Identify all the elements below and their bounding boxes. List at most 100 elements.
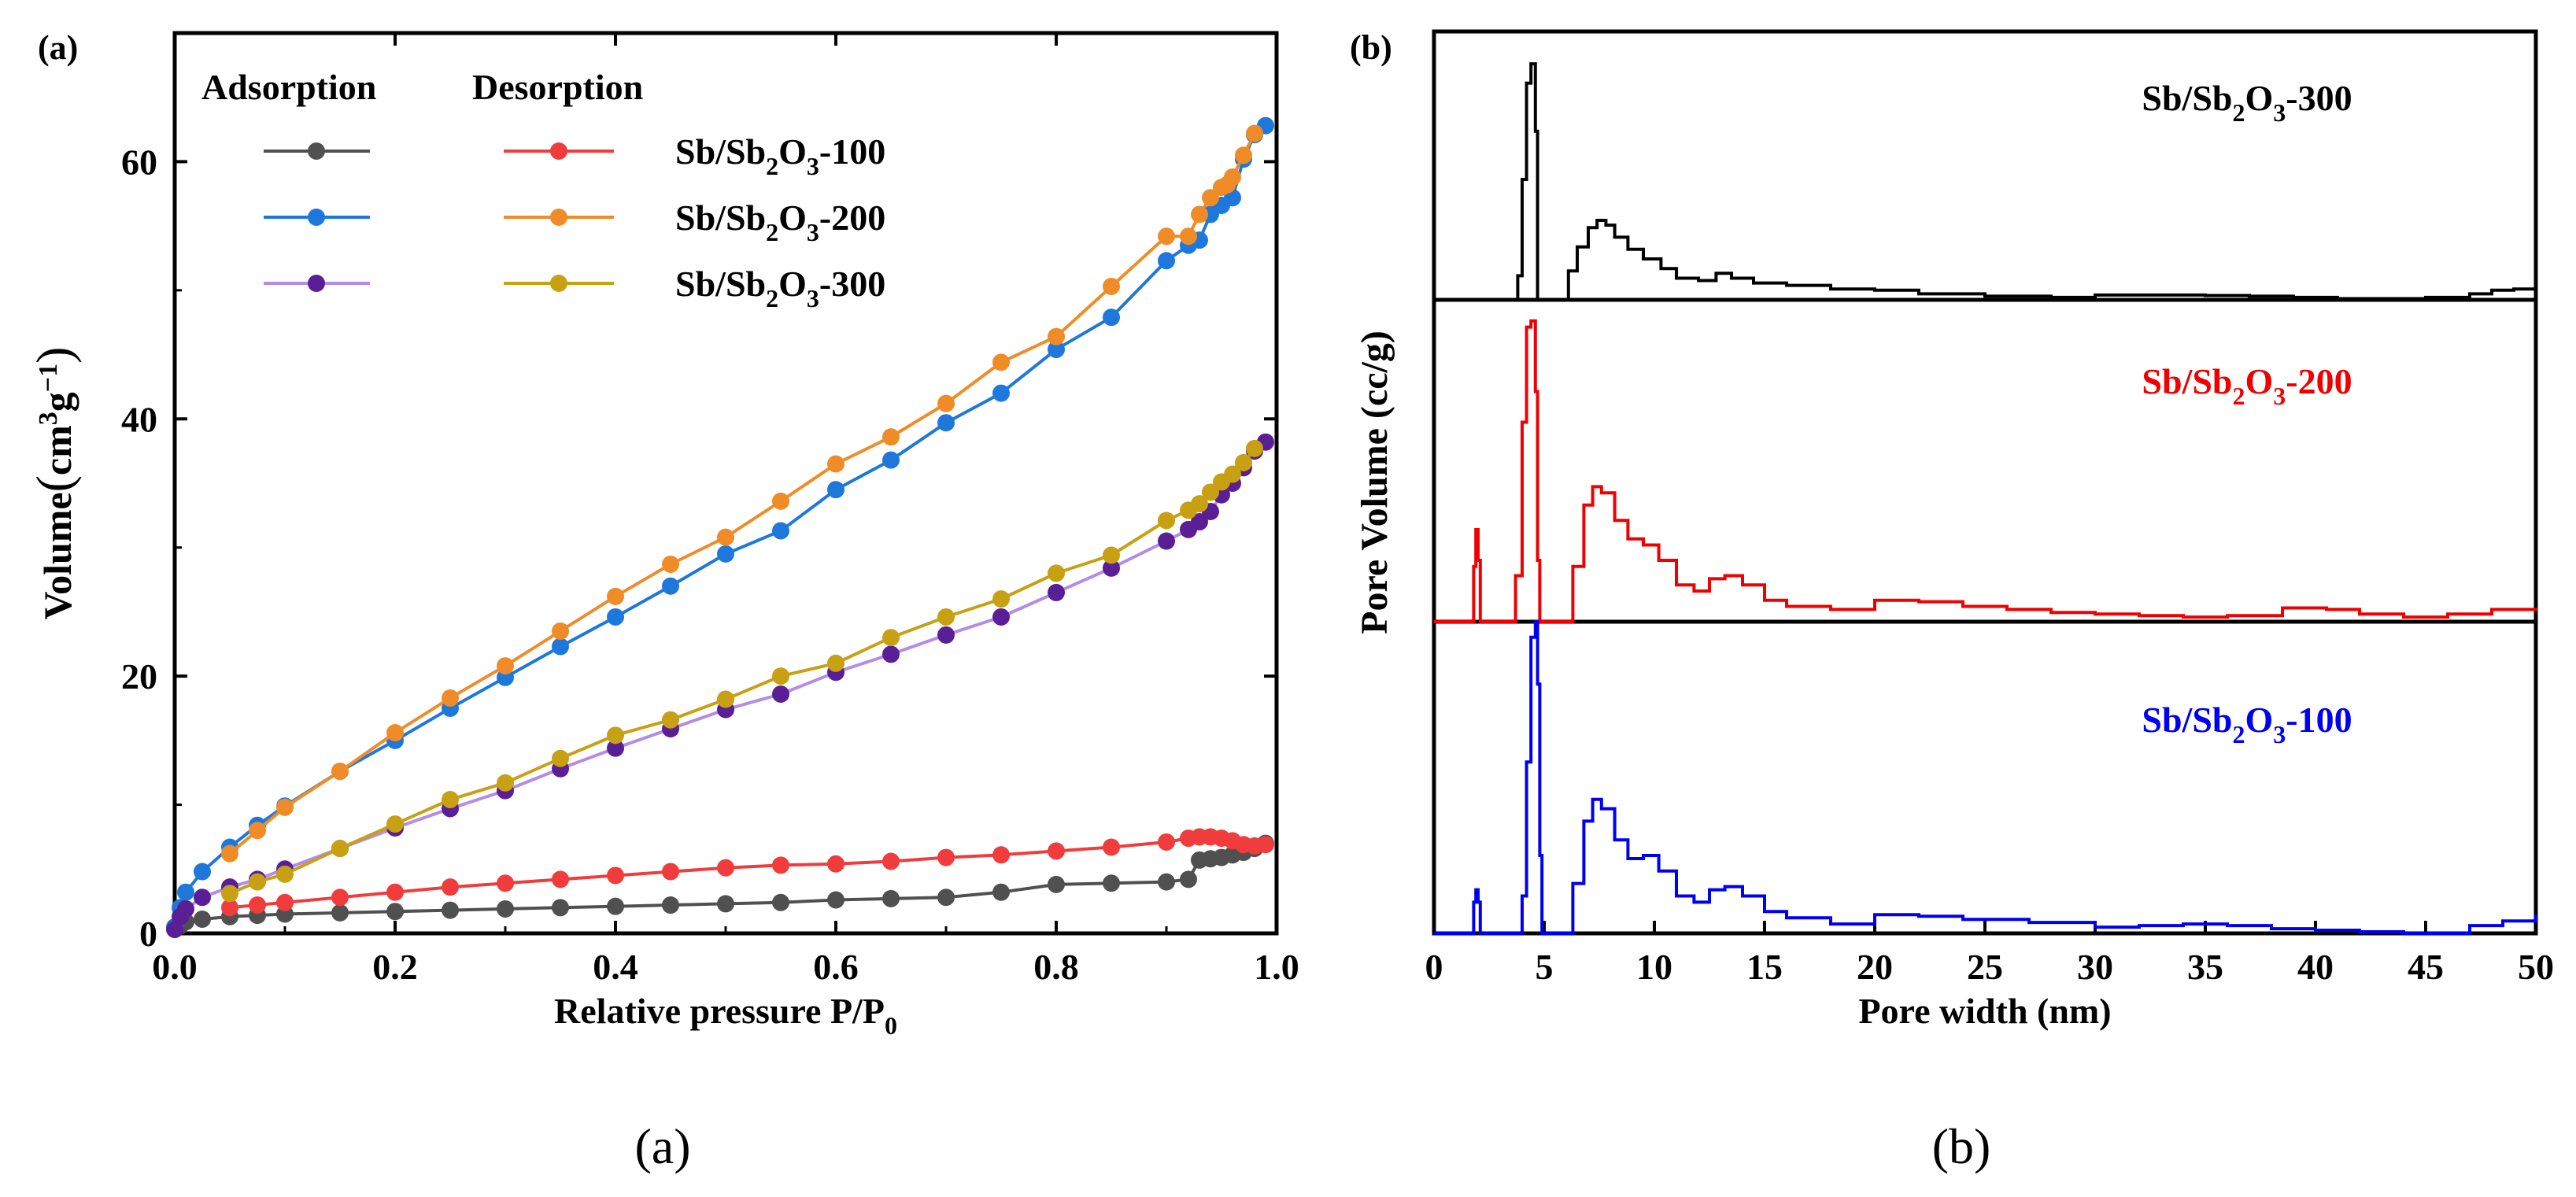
panel-a-ylabel-lparen: ( bbox=[26, 475, 82, 492]
panel-b-x-axis-label: Pore width (nm) bbox=[1858, 991, 2111, 1031]
data-point bbox=[331, 763, 349, 781]
data-point bbox=[827, 654, 844, 672]
legend-label-300-b: O bbox=[778, 264, 807, 304]
data-point bbox=[662, 555, 679, 573]
data-point bbox=[882, 629, 900, 647]
panel-a-ylabel-main: Volume bbox=[35, 492, 79, 619]
data-point bbox=[607, 739, 624, 757]
panel-b-label-200-b: O bbox=[2245, 361, 2274, 401]
panel-a-ylabel-exp: −1 bbox=[34, 364, 63, 392]
legend-label-100-sub1: 2 bbox=[766, 152, 778, 180]
data-point bbox=[386, 815, 404, 833]
legend-label-200-b: O bbox=[778, 198, 807, 238]
series-group bbox=[221, 439, 1263, 903]
panel-b-label-100-b: O bbox=[2245, 700, 2274, 740]
data-point bbox=[331, 903, 349, 922]
data-point bbox=[1180, 870, 1197, 889]
x-tick-label: 45 bbox=[2408, 947, 2444, 987]
data-point bbox=[882, 889, 900, 907]
distribution-curve bbox=[1434, 62, 2536, 301]
legend-label-200-sub2: 3 bbox=[807, 218, 819, 246]
x-tick-label: 0.0 bbox=[152, 947, 198, 987]
data-point bbox=[1158, 252, 1175, 270]
data-point bbox=[772, 522, 789, 540]
panel-b-label-100-sub1: 2 bbox=[2233, 720, 2245, 748]
legend-header-adsorption: Adsorption bbox=[201, 67, 376, 107]
x-tick-label: 5 bbox=[1536, 947, 1554, 987]
data-point bbox=[607, 608, 624, 626]
data-point bbox=[276, 865, 294, 883]
panel-b-label-200-a: Sb/Sb bbox=[2142, 361, 2232, 401]
data-point bbox=[717, 545, 734, 563]
data-point bbox=[386, 903, 404, 921]
x-tick-label: 35 bbox=[2187, 947, 2223, 987]
data-point bbox=[772, 667, 789, 685]
x-tick-label: 30 bbox=[2077, 947, 2113, 987]
data-point bbox=[717, 690, 734, 708]
data-point bbox=[442, 878, 459, 896]
panel-b-y-axis-label: Pore Volume (cc/g) bbox=[1354, 331, 1395, 634]
data-point bbox=[1048, 842, 1065, 860]
data-point bbox=[194, 863, 211, 881]
series-group bbox=[221, 828, 1274, 917]
data-point bbox=[552, 749, 569, 767]
data-point bbox=[717, 528, 734, 546]
data-point bbox=[827, 891, 844, 909]
distribution-curve bbox=[1434, 620, 2537, 935]
x-tick-label: 25 bbox=[1967, 947, 2003, 987]
data-point bbox=[827, 481, 844, 499]
legend-label-100-a: Sb/Sb bbox=[675, 131, 766, 172]
data-point bbox=[882, 852, 900, 870]
panel-b-label-100-c: -100 bbox=[2286, 700, 2352, 740]
data-point bbox=[772, 685, 789, 704]
data-point bbox=[662, 863, 679, 881]
data-point bbox=[772, 856, 789, 874]
series-group bbox=[221, 124, 1263, 863]
data-point bbox=[552, 870, 569, 889]
series-group bbox=[166, 116, 1274, 936]
legend-header-desorption: Desorption bbox=[472, 67, 643, 107]
x-tick-label: 0.2 bbox=[372, 947, 418, 987]
legend-desorption-marker bbox=[550, 142, 567, 160]
legend-label-200-a: Sb/Sb bbox=[675, 198, 766, 238]
panel-a-ylabel-cm: cm bbox=[35, 425, 79, 475]
data-point bbox=[937, 394, 955, 412]
panel-b-label-200-c: -200 bbox=[2286, 361, 2352, 401]
panel-b-label-300: Sb/Sb2O3-300 bbox=[2142, 78, 2352, 127]
x-tick-label: 50 bbox=[2518, 947, 2554, 987]
data-point bbox=[882, 451, 900, 469]
x-tick-label: 0.4 bbox=[593, 947, 638, 987]
panel-a-legend: Adsorption Desorption Sb/Sb2O3-100 Sb/Sb… bbox=[201, 67, 885, 312]
data-point bbox=[772, 893, 789, 911]
data-point bbox=[882, 645, 900, 663]
data-point bbox=[1158, 532, 1175, 550]
data-point bbox=[177, 900, 194, 918]
data-point bbox=[607, 726, 624, 744]
data-point bbox=[827, 855, 844, 873]
data-point bbox=[331, 840, 349, 858]
legend-label-300-sub2: 3 bbox=[807, 284, 819, 312]
legend-label-300-sub1: 2 bbox=[766, 284, 778, 312]
data-point bbox=[1180, 829, 1197, 848]
legend-label-200-c: -200 bbox=[819, 198, 885, 238]
data-point bbox=[442, 791, 459, 809]
data-point bbox=[937, 608, 955, 626]
panel-b-axes: 0 5 10 15 20 25 30 35 40 45 50 bbox=[1425, 921, 2554, 987]
legend-label-100-b: O bbox=[778, 131, 807, 172]
panel-b-label-100-sub2: 3 bbox=[2273, 720, 2286, 748]
data-point bbox=[1235, 453, 1252, 471]
data-point bbox=[1048, 341, 1065, 359]
data-point bbox=[1180, 501, 1197, 519]
legend-label-200: Sb/Sb2O3-200 bbox=[675, 198, 885, 246]
data-point bbox=[552, 899, 569, 917]
panel-b: (b) 0 5 10 15 20 25 30 35 40 45 50 Sb/Sb2O3-300 Sb… bbox=[1350, 28, 2554, 1174]
panel-b-label-200: Sb/Sb2O3-200 bbox=[2142, 361, 2352, 410]
data-point bbox=[607, 587, 624, 605]
panel-a-tag: (a) bbox=[38, 28, 78, 67]
data-point bbox=[992, 883, 1010, 901]
data-point bbox=[276, 893, 294, 911]
data-point bbox=[882, 428, 900, 446]
data-point bbox=[497, 874, 514, 892]
x-tick-label: 1.0 bbox=[1254, 947, 1299, 987]
